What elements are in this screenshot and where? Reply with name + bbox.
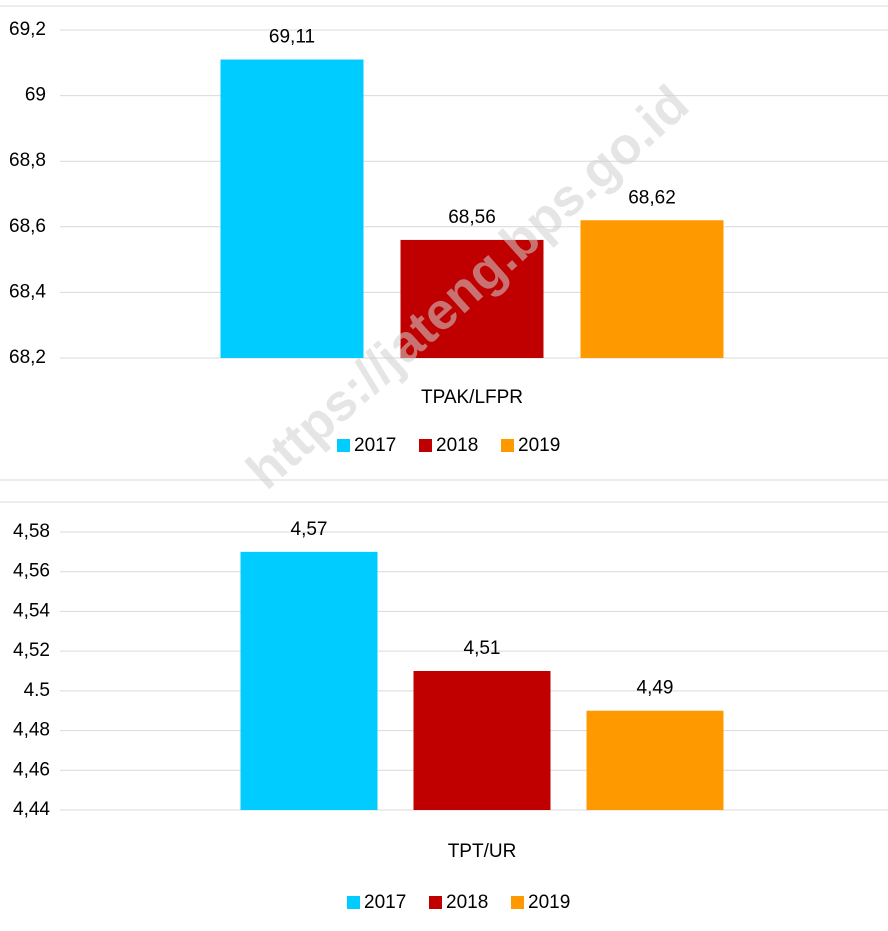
data-label: 4,49 bbox=[637, 678, 674, 699]
data-label: 68,56 bbox=[448, 207, 496, 228]
data-label: 4,51 bbox=[464, 638, 501, 659]
y-tick-label: 4,56 bbox=[13, 561, 50, 582]
legend-label: 2019 bbox=[528, 892, 570, 913]
legend-swatch bbox=[337, 439, 350, 452]
legend-swatch bbox=[429, 896, 442, 909]
legend-label: 2018 bbox=[436, 435, 478, 456]
y-tick-label: 4,58 bbox=[13, 521, 50, 542]
bar bbox=[220, 59, 364, 359]
legend-swatch bbox=[347, 896, 360, 909]
legend-label: 2017 bbox=[364, 892, 406, 913]
charts: 68,2 68,4 68,6 68,8 69 69,2 TPAK/LFPR 69,11 68,5… bbox=[9, 19, 888, 913]
legend-label: 2017 bbox=[354, 435, 396, 456]
bar bbox=[400, 239, 544, 358]
y-tick-label: 4,52 bbox=[13, 640, 50, 661]
legend-swatch bbox=[501, 439, 514, 452]
y-tick-label: 4,48 bbox=[13, 720, 50, 741]
y-tick-label: 4,54 bbox=[13, 600, 50, 621]
y-tick-label: 68,4 bbox=[9, 281, 46, 302]
data-label: 69,11 bbox=[269, 27, 315, 48]
data-label: 4,57 bbox=[291, 519, 328, 540]
bar bbox=[580, 220, 724, 358]
legend-swatch bbox=[511, 896, 524, 909]
legend-label: 2019 bbox=[518, 435, 560, 456]
y-tick-label: 4,46 bbox=[13, 759, 50, 780]
y-tick-label: 69,2 bbox=[9, 19, 46, 40]
y-tick-label: 68,2 bbox=[9, 347, 46, 368]
y-tick-label: 68,8 bbox=[9, 150, 46, 171]
y-tick-label: 4.5 bbox=[24, 680, 50, 701]
y-tick-label: 4,44 bbox=[13, 799, 50, 820]
data-label: 68,62 bbox=[628, 187, 676, 208]
bar bbox=[413, 671, 551, 810]
bar bbox=[586, 710, 724, 810]
y-tick-label: 68,6 bbox=[9, 216, 46, 237]
legend-swatch bbox=[419, 439, 432, 452]
legend-label: 2018 bbox=[446, 892, 488, 913]
y-tick-label: 69 bbox=[25, 85, 46, 106]
x-tick-label: TPT/UR bbox=[448, 841, 517, 862]
bar bbox=[240, 551, 378, 810]
x-tick-label: TPAK/LFPR bbox=[421, 387, 523, 408]
